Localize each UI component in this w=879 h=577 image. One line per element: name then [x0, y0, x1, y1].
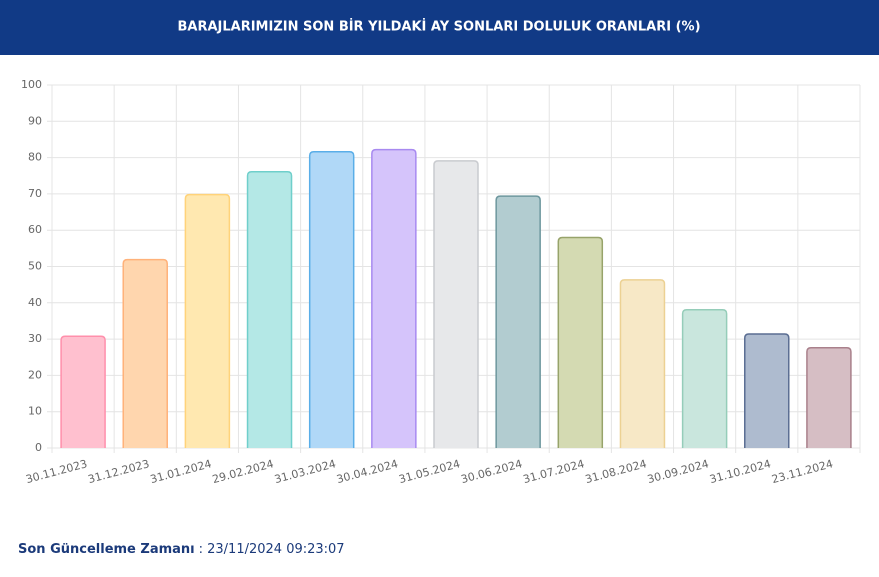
- bar: [246, 171, 293, 448]
- x-tick-label: 31.12.2023: [87, 457, 151, 486]
- chart-title: BARAJLARIMIZIN SON BİR YILDAKİ AY SONLAR…: [177, 19, 700, 35]
- bar: [371, 148, 417, 448]
- bar: [433, 160, 479, 448]
- x-tick-label: 31.03.2024: [273, 457, 337, 486]
- header-bar: [0, 0, 879, 55]
- y-tick-label: 70: [28, 187, 42, 200]
- bar: [681, 308, 728, 448]
- x-tick-label: 31.05.2024: [397, 457, 461, 486]
- footer-value: : 23/11/2024 09:23:07: [199, 542, 345, 557]
- x-tick-label: 30.04.2024: [335, 457, 399, 486]
- bar: [744, 333, 790, 448]
- x-tick-label: 23.11.2024: [770, 457, 834, 486]
- y-tick-label: 40: [28, 296, 42, 309]
- bar: [184, 193, 231, 448]
- y-tick-label: 80: [28, 151, 42, 164]
- y-tick-label: 0: [35, 441, 42, 454]
- bar: [122, 258, 168, 448]
- x-tick-label: 30.06.2024: [460, 457, 524, 486]
- x-tick-label: 30.09.2024: [646, 457, 710, 486]
- x-tick-label: 31.08.2024: [584, 457, 648, 486]
- x-tick-label: 29.02.2024: [211, 457, 275, 486]
- y-tick-label: 90: [28, 114, 42, 127]
- bar: [619, 279, 666, 448]
- y-tick-label: 60: [28, 223, 42, 236]
- x-tick-label: 31.07.2024: [522, 457, 586, 486]
- footer: Son Güncelleme Zamanı : 23/11/2024 09:23:…: [18, 542, 345, 557]
- bar: [308, 151, 355, 448]
- y-tick-label: 10: [28, 405, 42, 418]
- y-tick-label: 50: [28, 260, 42, 273]
- y-tick-label: 30: [28, 332, 42, 345]
- bar: [60, 335, 106, 448]
- x-tick-label: 31.10.2024: [708, 457, 772, 486]
- bar: [495, 195, 541, 448]
- bar: [806, 347, 852, 448]
- y-tick-label: 100: [21, 78, 42, 91]
- bar: [557, 236, 604, 448]
- x-tick-label: 30.11.2023: [24, 457, 88, 486]
- y-tick-label: 20: [28, 368, 42, 381]
- x-tick-label: 31.01.2024: [149, 457, 213, 486]
- footer-label: Son Güncelleme Zamanı: [18, 542, 195, 557]
